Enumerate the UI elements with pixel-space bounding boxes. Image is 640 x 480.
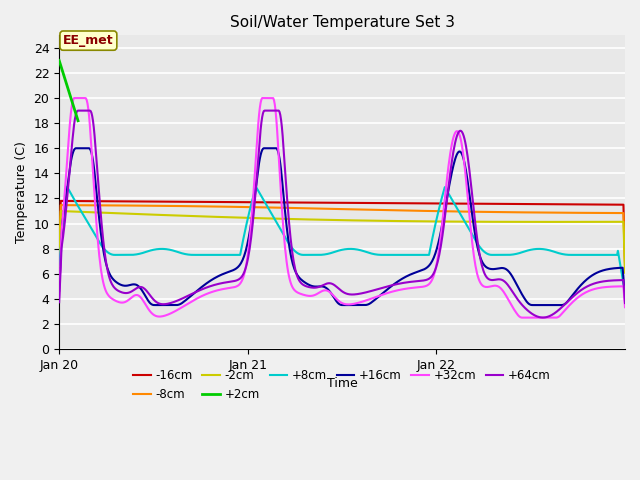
Title: Soil/Water Temperature Set 3: Soil/Water Temperature Set 3 (230, 15, 454, 30)
X-axis label: Time: Time (326, 377, 358, 390)
Y-axis label: Temperature (C): Temperature (C) (15, 141, 28, 243)
Text: EE_met: EE_met (63, 34, 114, 47)
Legend: -16cm, -8cm, -2cm, +2cm, +8cm, +16cm, +32cm, +64cm: -16cm, -8cm, -2cm, +2cm, +8cm, +16cm, +3… (129, 364, 556, 406)
